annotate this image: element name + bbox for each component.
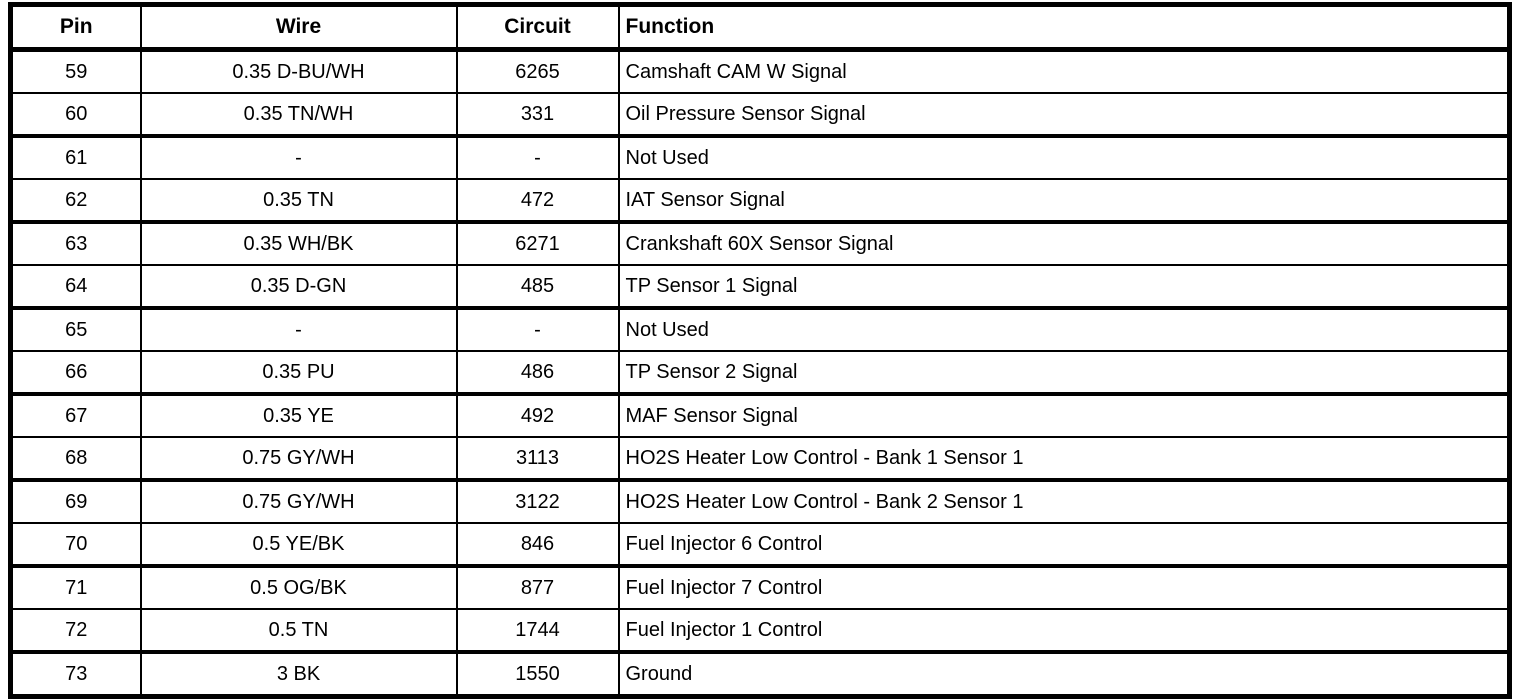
cell-pin: 64 [9,264,142,310]
cell-function: Not Used [617,307,1511,352]
cell-pin: 66 [9,350,142,396]
cell-wire: 0.35 TN/WH [139,92,458,138]
table-row: 59 0.35 D-BU/WH 6265 Camshaft CAM W Signal [9,48,1511,94]
cell-wire: 0.5 OG/BK [139,565,458,610]
cell-function: TP Sensor 2 Signal [617,350,1511,396]
column-header-wire: Wire [139,3,458,52]
cell-circuit: 486 [455,350,620,396]
cell-circuit: 6271 [455,221,620,266]
cell-wire: 0.35 YE [139,393,458,438]
table-row: 67 0.35 YE 492 MAF Sensor Signal [9,393,1511,438]
table-row: 60 0.35 TN/WH 331 Oil Pressure Sensor Signa… [9,92,1511,138]
cell-wire: 0.35 TN [139,178,458,224]
cell-function: Fuel Injector 1 Control [617,608,1511,654]
cell-circuit: - [455,307,620,352]
table-row: 62 0.35 TN 472 IAT Sensor Signal [9,178,1511,224]
table-row: 72 0.5 TN 1744 Fuel Injector 1 Control [9,608,1511,654]
table-header: Pin Wire Circuit Function [9,3,1511,52]
cell-wire: 0.75 GY/WH [139,436,458,482]
table-row: 68 0.75 GY/WH 3113 HO2S Heater Low Control … [9,436,1511,482]
cell-function: MAF Sensor Signal [617,393,1511,438]
cell-function: Not Used [617,135,1511,180]
cell-circuit: 6265 [455,48,620,94]
cell-circuit: 1744 [455,608,620,654]
cell-circuit: 492 [455,393,620,438]
cell-function: IAT Sensor Signal [617,178,1511,224]
cell-pin: 60 [9,92,142,138]
cell-function: Crankshaft 60X Sensor Signal [617,221,1511,266]
table-body: 59 0.35 D-BU/WH 6265 Camshaft CAM W Signal 6… [9,48,1511,698]
column-header-pin: Pin [9,3,142,52]
table-row: 64 0.35 D-GN 485 TP Sensor 1 Signal [9,264,1511,310]
cell-pin: 62 [9,178,142,224]
cell-wire: 0.35 D-GN [139,264,458,310]
cell-circuit: 877 [455,565,620,610]
cell-pin: 68 [9,436,142,482]
cell-wire: 0.35 PU [139,350,458,396]
cell-pin: 65 [9,307,142,352]
cell-pin: 71 [9,565,142,610]
connector-pinout-table: Pin Wire Circuit Function 59 0.35 D-BU/WH… [8,2,1512,699]
cell-function: Fuel Injector 6 Control [617,522,1511,568]
table-row: 71 0.5 OG/BK 877 Fuel Injector 7 Control [9,565,1511,610]
cell-circuit: 846 [455,522,620,568]
cell-circuit: - [455,135,620,180]
cell-function: Fuel Injector 7 Control [617,565,1511,610]
cell-function: TP Sensor 1 Signal [617,264,1511,310]
column-header-circuit: Circuit [455,3,620,52]
cell-function: Oil Pressure Sensor Signal [617,92,1511,138]
cell-wire: - [139,135,458,180]
column-header-function: Function [617,3,1511,52]
cell-pin: 72 [9,608,142,654]
cell-wire: 0.5 YE/BK [139,522,458,568]
cell-wire: - [139,307,458,352]
cell-pin: 69 [9,479,142,524]
table-row: 69 0.75 GY/WH 3122 HO2S Heater Low Control … [9,479,1511,524]
cell-wire: 0.35 D-BU/WH [139,48,458,94]
table-row: 63 0.35 WH/BK 6271 Crankshaft 60X Sensor Si… [9,221,1511,266]
table-row: 65- - Not Used [9,307,1511,352]
cell-function: HO2S Heater Low Control - Bank 1 Sensor … [617,436,1511,482]
cell-circuit: 472 [455,178,620,224]
cell-circuit: 331 [455,92,620,138]
cell-circuit: 485 [455,264,620,310]
cell-function: HO2S Heater Low Control - Bank 2 Sensor … [617,479,1511,524]
header-row: Pin Wire Circuit Function [9,3,1511,52]
cell-pin: 59 [9,48,142,94]
cell-circuit: 3122 [455,479,620,524]
cell-pin: 67 [9,393,142,438]
table-row: 66 0.35 PU 486 TP Sensor 2 Signal [9,350,1511,396]
cell-pin: 61 [9,135,142,180]
cell-pin: 70 [9,522,142,568]
cell-wire: 0.75 GY/WH [139,479,458,524]
cell-function: Camshaft CAM W Signal [617,48,1511,94]
cell-wire: 0.5 TN [139,608,458,654]
cell-pin: 63 [9,221,142,266]
cell-wire: 0.35 WH/BK [139,221,458,266]
cell-circuit: 3113 [455,436,620,482]
table-row: 70 0.5 YE/BK 846 Fuel Injector 6 Control [9,522,1511,568]
table-row: 61- - Not Used [9,135,1511,180]
